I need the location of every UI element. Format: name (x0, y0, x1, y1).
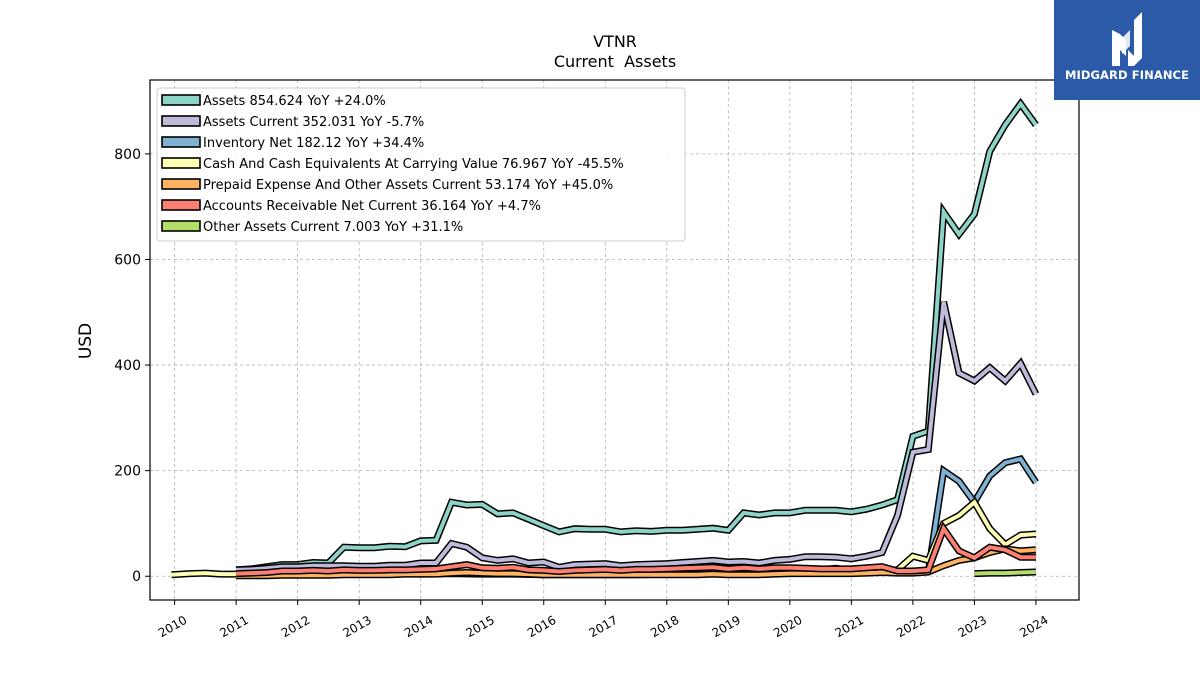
legend-label: Inventory Net 182.12 YoY +34.4% (203, 136, 424, 151)
x-tick-label: 2014 (402, 613, 435, 640)
legend-label: Prepaid Expense And Other Assets Current… (203, 178, 613, 193)
plot-frame (149, 79, 1080, 601)
chart-subtitle: Current Assets (554, 52, 676, 71)
legend-swatch (161, 178, 201, 190)
series-line-5 (236, 524, 1036, 576)
series-line-1 (236, 301, 1038, 572)
x-tick-label: 2016 (525, 613, 558, 640)
x-tick-label: 2010 (156, 613, 189, 640)
x-tick-label: 2020 (771, 613, 804, 640)
legend-box (156, 87, 686, 242)
series-outline-5 (235, 521, 1036, 578)
legend-swatch (161, 94, 201, 106)
chart-title: VTNR (593, 32, 637, 51)
y-tick-label: 200 (114, 464, 141, 480)
brand-name: MIDGARD FINANCE (1064, 68, 1190, 82)
y-tick-label: 600 (114, 252, 141, 268)
x-tick-label: 2017 (587, 613, 620, 640)
brand-mark-icon (1112, 12, 1142, 66)
legend-swatch (161, 157, 201, 169)
y-tick-label: 800 (114, 147, 141, 163)
x-tick-label: 2013 (340, 613, 373, 640)
y-tick-label: 0 (132, 569, 141, 585)
x-tick-label: 2023 (956, 613, 989, 640)
y-tick-label: 400 (114, 358, 141, 374)
legend-label: Assets Current 352.031 YoY -5.7% (203, 115, 424, 130)
legend-label: Cash And Cash Equivalents At Carrying Va… (203, 157, 624, 172)
x-tick-label: 2021 (833, 613, 866, 640)
x-tick-label: 2019 (710, 613, 743, 640)
x-tick-label: 2024 (1017, 613, 1050, 640)
brand-logo: MIDGARD FINANCE (1054, 0, 1200, 100)
series-line-2 (926, 456, 1038, 573)
legend-swatch (161, 220, 201, 232)
x-tick-label: 2011 (217, 613, 250, 640)
x-axis-ticks: 2010 2011 2012 2013 2014 2015 2016 2017 2018 2019… (156, 600, 1051, 640)
y-axis-label: USD (76, 323, 96, 359)
legend-label: Other Assets Current 7.003 YoY +31.1% (203, 220, 463, 235)
legend-label: Accounts Receivable Net Current 36.164 Y… (203, 199, 541, 214)
legend-swatch (161, 115, 201, 127)
legend-label: Assets 854.624 YoY +24.0% (203, 94, 386, 109)
x-tick-label: 2012 (279, 613, 312, 640)
x-tick-label: 2018 (648, 613, 681, 640)
series-line-0 (235, 100, 1038, 572)
x-tick-label: 2015 (463, 613, 496, 640)
y-axis-ticks: 0 200 400 600 800 (114, 147, 150, 585)
legend: Assets 854.624 YoY +24.0% Assets Current … (156, 87, 686, 242)
series-line-6 (974, 570, 1036, 576)
x-tick-label: 2022 (894, 613, 927, 640)
series-layer (171, 97, 1040, 580)
legend-swatch (161, 199, 201, 211)
legend-swatch (161, 136, 201, 148)
